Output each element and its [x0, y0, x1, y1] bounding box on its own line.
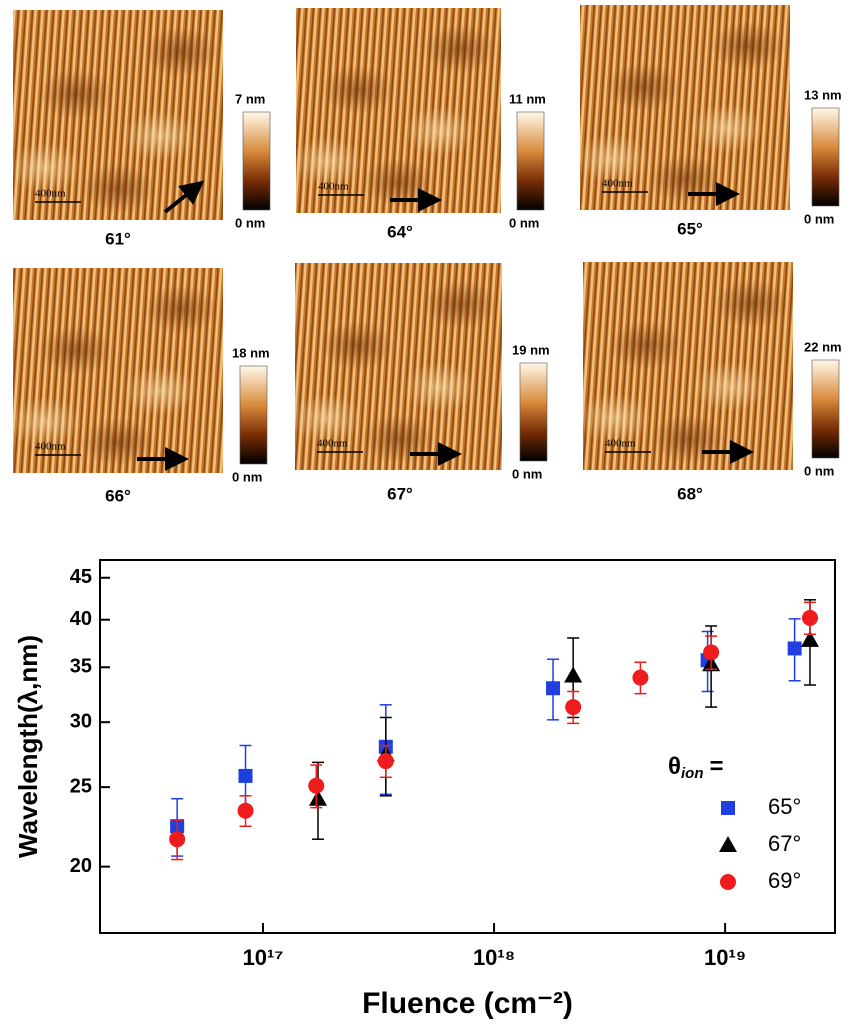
colorbar	[516, 111, 545, 211]
afm-texture	[319, 320, 395, 371]
afm-texture	[361, 157, 436, 207]
y-tick-label: 30	[70, 710, 92, 732]
colorbar-max-label: 18 nm	[232, 345, 270, 360]
afm-texture	[692, 361, 768, 412]
afm-texture	[689, 103, 765, 153]
afm-texture	[423, 279, 498, 330]
afm-texture	[6, 142, 83, 193]
afm-texture	[576, 393, 653, 443]
y-tick-label: 20	[70, 855, 92, 877]
afm-texture	[710, 21, 786, 71]
data-point	[238, 768, 253, 783]
legend-title: θion =	[668, 753, 724, 782]
panel-angle-label: 67°	[387, 484, 413, 503]
legend-marker	[721, 801, 735, 815]
scale-bar-label: 400nm	[602, 178, 633, 190]
afm-texture	[402, 362, 478, 413]
scale-bar-label: 400nm	[35, 441, 66, 453]
afm-texture	[38, 325, 114, 375]
colorbar-max-label: 22 nm	[804, 339, 842, 354]
colorbar-min-label: 0 nm	[512, 466, 542, 481]
colorbar	[242, 111, 271, 211]
y-axis-title: Wavelength(λ,nm)	[13, 635, 43, 858]
legend-title-part: ion	[681, 765, 704, 782]
colorbar-min-label: 0 nm	[509, 215, 539, 230]
data-point	[632, 669, 649, 686]
x-tick-label: 10¹⁷	[243, 945, 284, 970]
data-point	[564, 666, 583, 683]
colorbar	[239, 365, 268, 465]
y-tick-label: 25	[70, 775, 92, 797]
afm-texture	[713, 278, 789, 329]
afm-texture	[573, 134, 650, 184]
afm-texture	[122, 110, 198, 162]
y-tick-label: 45	[70, 566, 92, 588]
scale-bar-label: 400nm	[35, 188, 66, 200]
y-tick-label: 40	[70, 608, 92, 630]
panel-angle-label: 68°	[677, 484, 703, 503]
x-tick-label: 10¹⁹	[704, 945, 746, 970]
direction-arrow	[163, 180, 205, 214]
legend-title-part: θ	[668, 753, 681, 780]
scale-bar-label: 400nm	[605, 438, 636, 450]
colorbar-min-label: 0 nm	[804, 463, 834, 478]
data-point	[308, 777, 325, 794]
scale-bar-label: 400nm	[318, 181, 349, 193]
legend-marker	[719, 836, 737, 852]
colorbar-min-label: 0 nm	[235, 215, 265, 230]
panel-angle-label: 64°	[387, 222, 413, 241]
colorbar-max-label: 11 nm	[509, 91, 546, 106]
data-point	[800, 630, 819, 647]
panel-angle-label: 65°	[677, 219, 703, 238]
afm-texture	[647, 154, 723, 204]
afm-texture	[143, 26, 219, 78]
data-point	[787, 641, 802, 656]
afm-texture	[288, 393, 364, 444]
data-point	[703, 644, 720, 661]
data-point	[801, 609, 818, 626]
colorbar-max-label: 19 nm	[512, 342, 550, 357]
afm-texture	[6, 397, 83, 447]
afm-texture	[122, 366, 198, 416]
colorbar	[811, 107, 840, 207]
afm-texture	[423, 24, 497, 74]
legend-label: 69°	[768, 868, 801, 893]
data-point	[237, 802, 254, 819]
legend-marker	[720, 874, 736, 890]
colorbar-max-label: 7 nm	[235, 91, 265, 106]
afm-texture	[289, 137, 364, 187]
afm-texture	[80, 417, 156, 467]
data-point	[309, 789, 328, 806]
afm-texture	[80, 163, 156, 214]
data-point	[169, 831, 186, 848]
x-tick-label: 10¹⁸	[473, 945, 515, 970]
y-tick-label: 35	[70, 656, 92, 678]
afm-texture	[143, 284, 219, 334]
colorbar-min-label: 0 nm	[232, 469, 262, 484]
afm-texture	[320, 65, 395, 115]
colorbar	[811, 359, 840, 459]
colorbar-max-label: 13 nm	[804, 87, 842, 102]
colorbar	[519, 362, 548, 462]
scale-bar-label: 400nm	[317, 438, 348, 450]
afm-texture	[650, 413, 726, 464]
panel-angle-label: 61°	[105, 229, 131, 248]
plot-frame	[99, 559, 836, 934]
legend-title-part: =	[709, 753, 723, 780]
legend-label: 67°	[768, 831, 801, 856]
legend-label: 65°	[768, 794, 801, 819]
data-point	[565, 699, 582, 716]
colorbar-min-label: 0 nm	[804, 211, 834, 226]
panel-angle-label: 66°	[105, 486, 131, 505]
afm-texture	[38, 68, 114, 120]
afm-texture	[605, 62, 681, 112]
data-point	[377, 753, 394, 770]
x-axis-title: Fluence (cm⁻²)	[362, 987, 573, 1020]
data-point	[546, 681, 561, 696]
afm-texture	[402, 106, 477, 156]
afm-texture	[608, 320, 684, 371]
afm-texture	[361, 414, 436, 464]
